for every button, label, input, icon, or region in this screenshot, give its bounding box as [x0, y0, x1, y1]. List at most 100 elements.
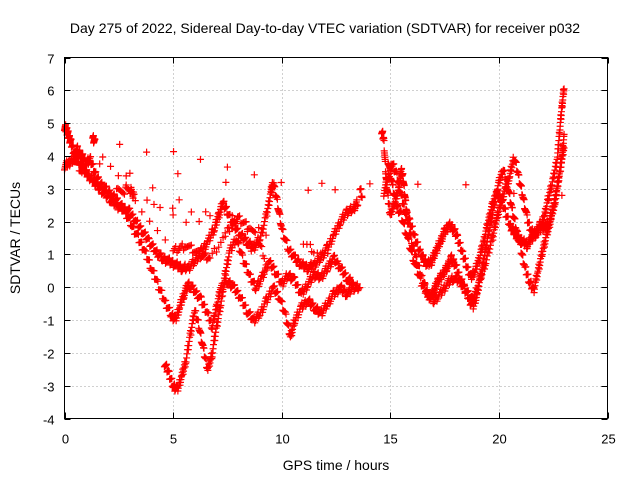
data-point — [304, 297, 312, 305]
data-point — [193, 287, 201, 295]
data-point — [153, 276, 161, 284]
data-point — [409, 256, 417, 264]
data-point — [404, 234, 412, 242]
data-point — [358, 193, 366, 201]
data-point — [69, 141, 77, 149]
y-tick-label: 0 — [47, 281, 54, 296]
axis-ticks: 0 5 10 15 20 25 -4 -3 -2 -1 0 1 2 3 4 5 6 7 — [43, 52, 616, 447]
data-point — [281, 236, 289, 244]
data-point — [163, 360, 171, 368]
data-point — [450, 255, 458, 263]
data-point — [402, 231, 410, 239]
data-point — [262, 231, 270, 239]
data-point — [483, 256, 491, 264]
data-point — [99, 153, 107, 161]
y-tick-label: 1 — [47, 248, 54, 263]
data-point — [336, 283, 344, 291]
data-point — [504, 212, 512, 220]
x-tick-label: 25 — [601, 432, 615, 447]
data-point — [156, 250, 164, 258]
data-point — [330, 251, 338, 259]
y-tick-label: 4 — [47, 150, 54, 165]
y-tick-label: 6 — [47, 84, 54, 99]
data-point — [399, 218, 407, 226]
data-point — [149, 240, 157, 248]
data-point — [305, 296, 313, 304]
data-point — [194, 316, 202, 324]
series-track-f — [384, 85, 568, 308]
data-point — [130, 222, 138, 230]
data-point — [196, 155, 204, 163]
data-point — [402, 230, 410, 238]
data-point — [345, 274, 353, 282]
series-scattered — [69, 132, 566, 268]
data-point — [197, 293, 205, 301]
data-point — [178, 266, 186, 274]
data-point — [274, 288, 282, 296]
data-point — [260, 221, 268, 229]
data-point — [65, 132, 73, 140]
data-point — [408, 247, 416, 255]
data-point — [501, 205, 509, 213]
data-point — [91, 135, 99, 143]
data-point — [340, 287, 348, 295]
data-point — [98, 178, 106, 186]
data-point — [156, 251, 164, 259]
series-track-c — [160, 235, 357, 395]
data-point — [131, 197, 139, 205]
data-point — [201, 300, 209, 308]
data-point — [270, 179, 278, 187]
data-point — [74, 158, 82, 166]
data-point — [419, 251, 427, 259]
data-point — [206, 212, 214, 220]
data-point — [113, 185, 121, 193]
data-point — [168, 374, 176, 382]
data-point — [459, 247, 467, 255]
data-point — [399, 170, 407, 178]
data-point — [346, 273, 354, 281]
data-point — [243, 227, 251, 235]
data-point — [231, 281, 239, 289]
data-point — [294, 256, 302, 264]
data-point — [106, 186, 114, 194]
data-point — [407, 246, 415, 254]
data-point — [246, 237, 254, 245]
data-point — [188, 283, 196, 291]
data-point — [116, 140, 124, 148]
data-point — [96, 160, 104, 168]
data-point — [523, 211, 531, 219]
data-point — [414, 238, 422, 246]
y-tick-label: -4 — [43, 413, 55, 428]
data-point — [429, 299, 437, 307]
data-point — [74, 142, 82, 150]
data-point — [324, 249, 332, 257]
data-point — [118, 199, 126, 207]
data-point — [175, 196, 183, 204]
data-point — [210, 228, 218, 236]
y-tick-label: 2 — [47, 216, 54, 231]
series-track-e — [380, 130, 568, 283]
data-point — [234, 240, 242, 248]
data-point — [169, 256, 177, 264]
data-point — [238, 230, 246, 238]
data-point — [366, 180, 374, 188]
data-point — [512, 227, 520, 235]
data-point — [145, 235, 153, 243]
data-point — [234, 287, 242, 295]
data-point — [250, 171, 258, 179]
data-point — [104, 188, 112, 196]
data-point — [174, 170, 182, 178]
data-point — [524, 270, 532, 278]
data-point — [423, 290, 431, 298]
data-point — [349, 279, 357, 287]
data-point — [285, 271, 293, 279]
data-point — [451, 225, 459, 233]
data-point — [197, 292, 205, 300]
data-point — [520, 196, 528, 204]
data-point — [356, 284, 364, 292]
data-point — [150, 200, 158, 208]
data-point — [404, 234, 412, 242]
data-point — [267, 257, 275, 265]
data-point — [460, 280, 468, 288]
